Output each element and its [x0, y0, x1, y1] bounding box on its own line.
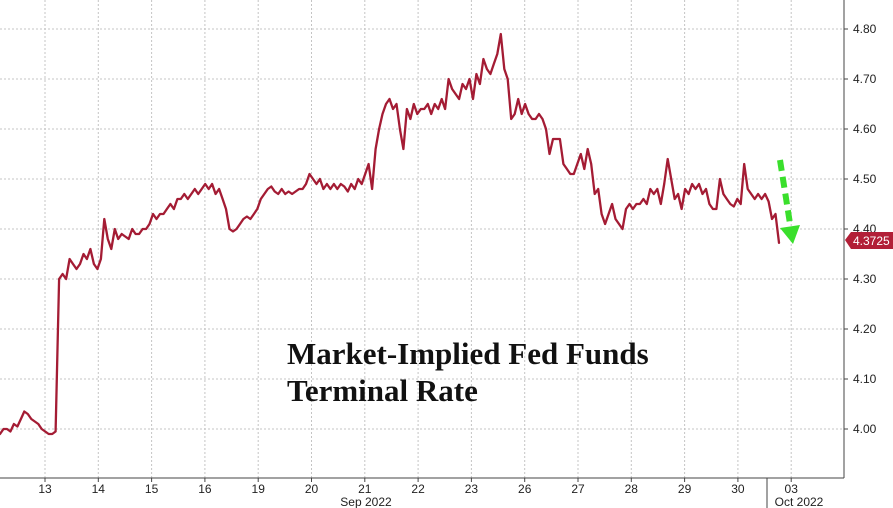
x-tick-label: 30	[731, 482, 745, 496]
x-tick-label: 27	[571, 482, 585, 496]
x-tick-label: 29	[678, 482, 692, 496]
down-arrow-icon	[777, 159, 800, 244]
y-tick-label: 4.30	[853, 272, 877, 286]
last-value-tag: 4.3725	[845, 232, 893, 249]
y-axis: 4.004.104.204.304.404.504.604.704.80	[844, 22, 877, 436]
grid-layer	[0, 0, 844, 478]
last-value-label: 4.3725	[853, 234, 890, 248]
x-tick-label: 19	[252, 482, 266, 496]
y-tick-label: 4.50	[853, 172, 877, 186]
x-tick-label: 13	[38, 482, 52, 496]
x-tick-label: 03	[785, 482, 799, 496]
y-tick-label: 4.80	[853, 22, 877, 36]
chart-title-line-2: Terminal Rate	[287, 373, 478, 408]
x-tick-label: 28	[625, 482, 639, 496]
x-tick-label: 23	[465, 482, 479, 496]
y-tick-label: 4.10	[853, 372, 877, 386]
x-axis: 13 14 15 16 19 20 21 22 23 26 27 28 29 30 03	[38, 478, 798, 496]
x-tick-label: 14	[92, 482, 106, 496]
chart-title-line-1: Market-Implied Fed Funds	[287, 336, 649, 371]
series-line	[0, 32, 781, 436]
y-tick-label: 4.70	[853, 72, 877, 86]
month-label-oct: Oct 2022	[775, 495, 824, 508]
x-tick-label: 20	[305, 482, 319, 496]
x-tick-label: 22	[411, 482, 425, 496]
x-tick-label: 26	[518, 482, 532, 496]
x-tick-label: 16	[198, 482, 212, 496]
y-tick-label: 4.20	[853, 322, 877, 336]
x-tick-label: 21	[358, 482, 372, 496]
y-tick-label: 4.00	[853, 422, 877, 436]
y-tick-label: 4.60	[853, 122, 877, 136]
month-label-sep: Sep 2022	[340, 495, 392, 508]
chart-title: Market-Implied Fed Funds Terminal Rate	[287, 335, 649, 409]
x-tick-label: 15	[145, 482, 159, 496]
